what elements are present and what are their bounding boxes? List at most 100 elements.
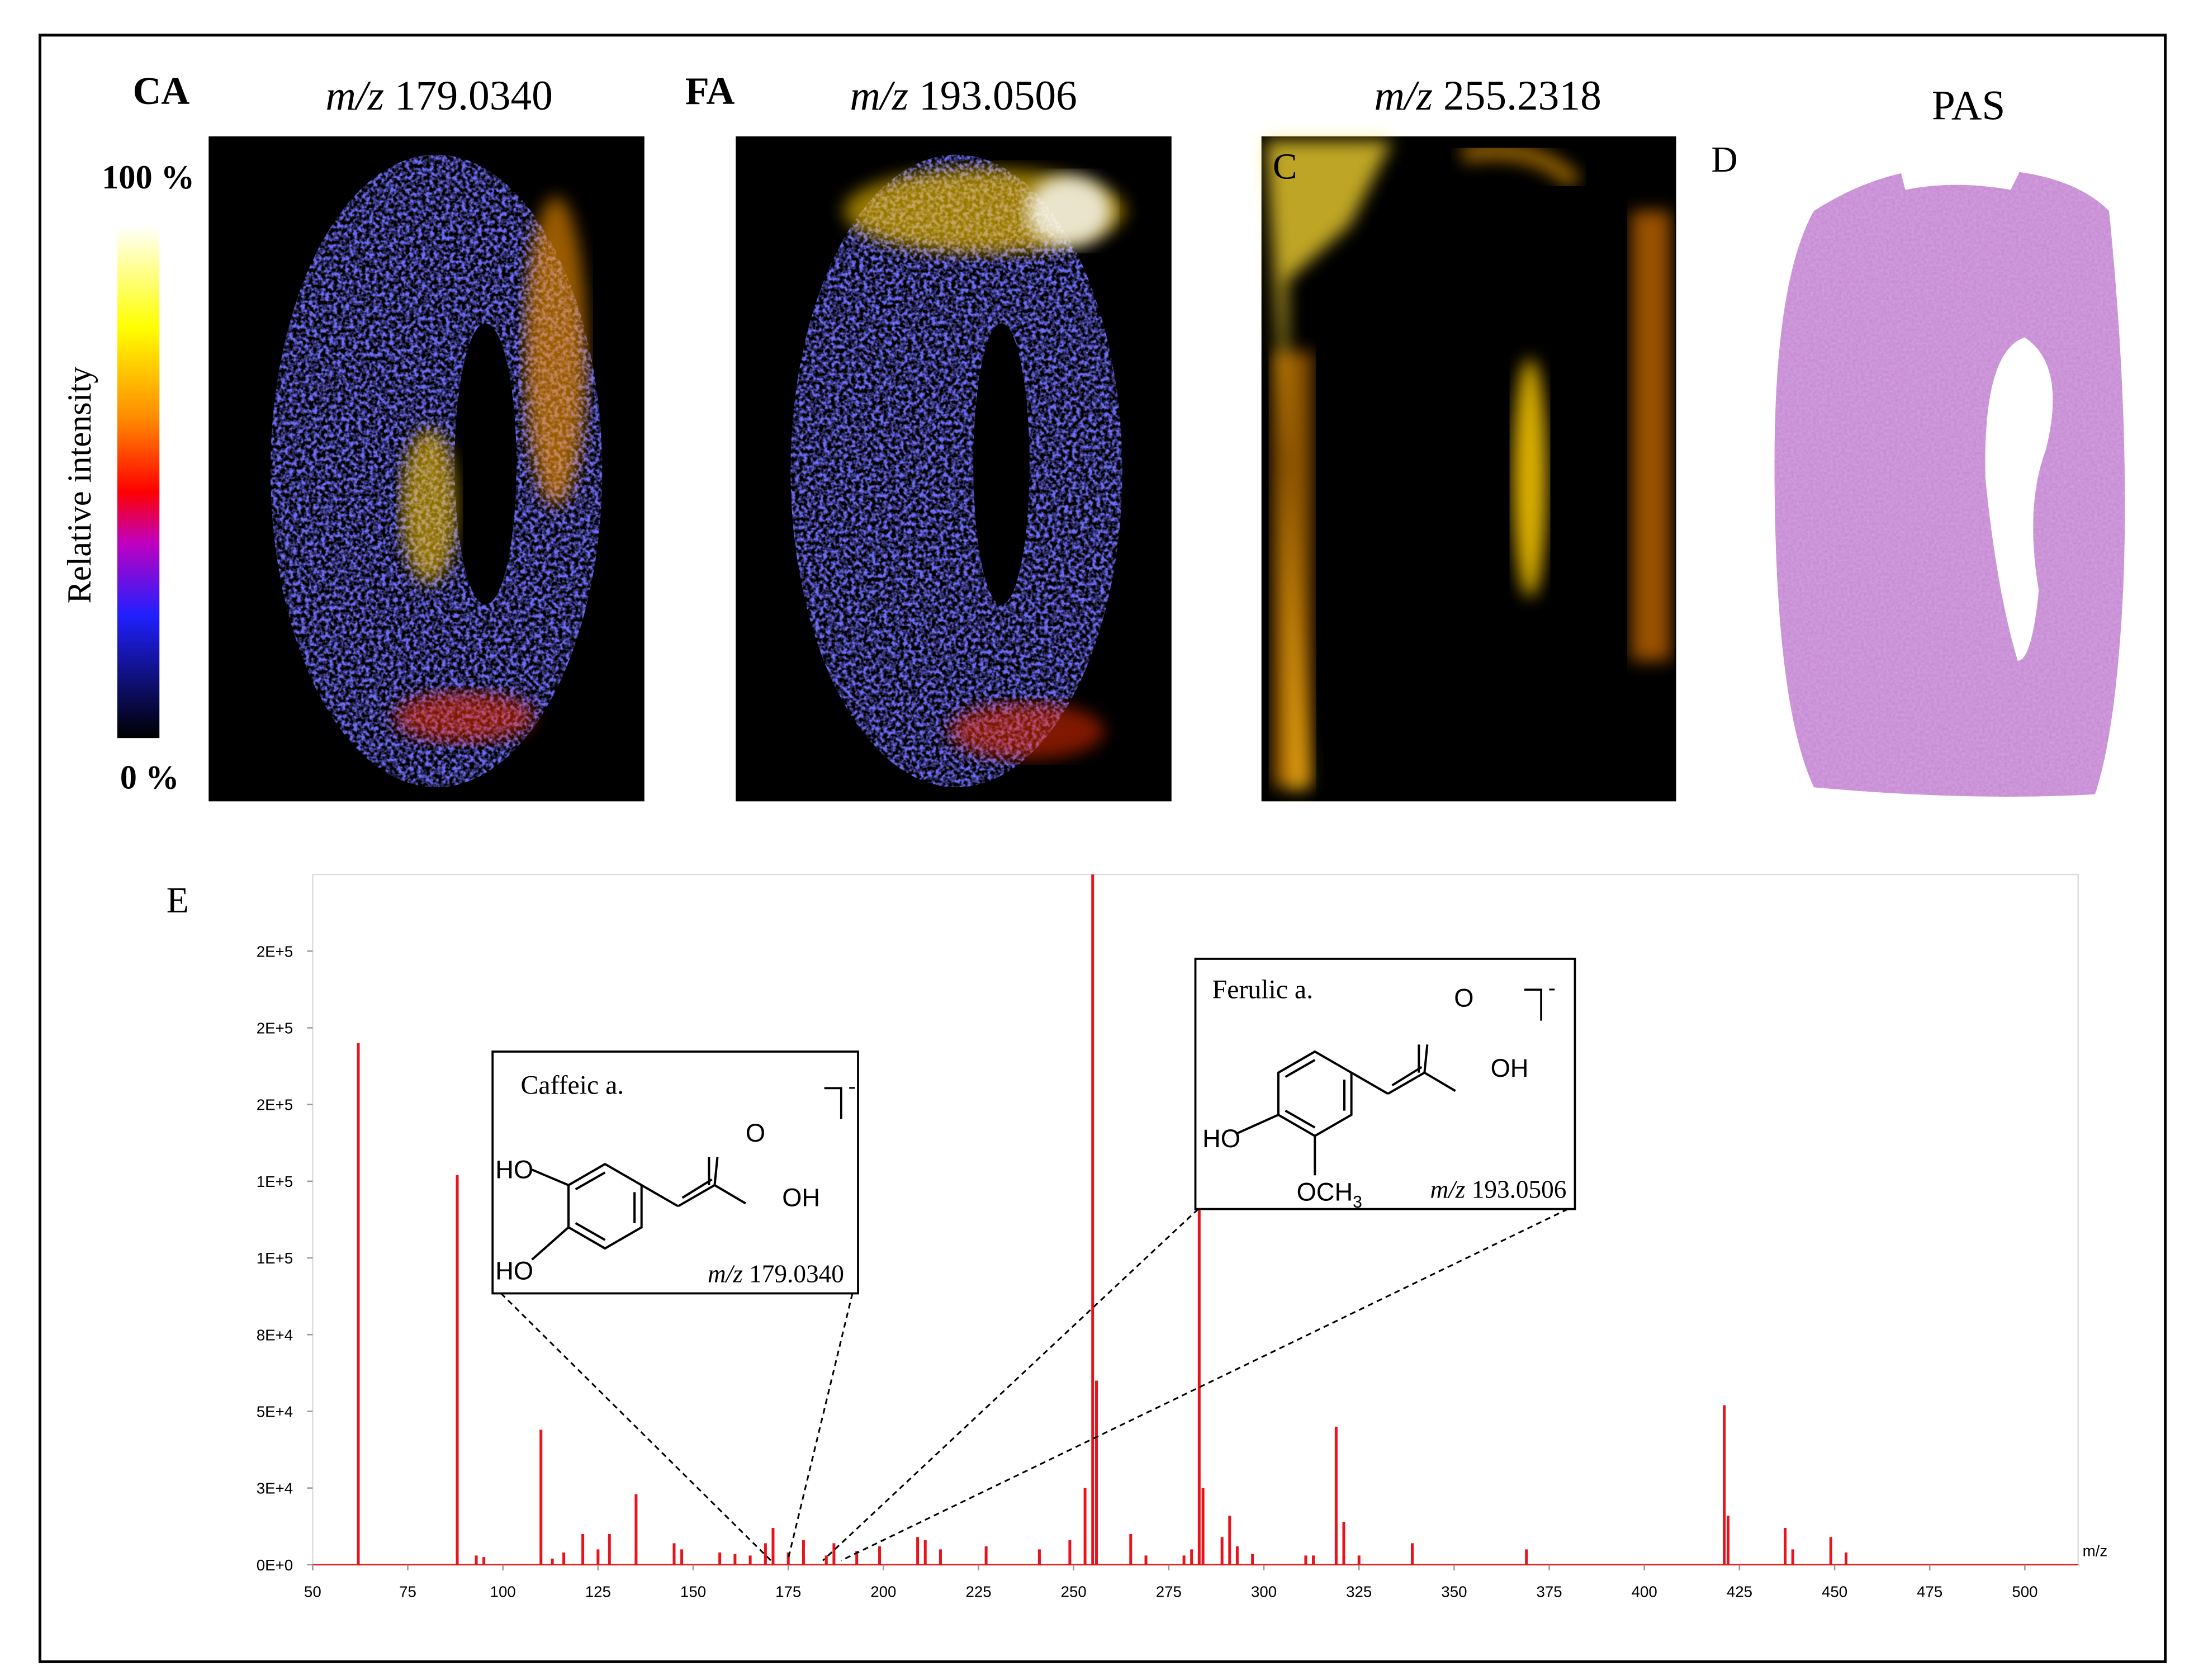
x-tick-label: 100: [490, 1583, 516, 1601]
mz-prefix: m/z: [708, 1260, 743, 1288]
msi-image-c: [1261, 136, 1676, 802]
connector: [822, 1208, 1199, 1561]
tissue: [790, 154, 1122, 788]
connector: [786, 1293, 854, 1561]
x-tick-label: 250: [1061, 1583, 1087, 1601]
group: O: [746, 1119, 765, 1147]
bond: [714, 1184, 746, 1205]
x-tick-label: 325: [1346, 1583, 1372, 1601]
bond: [1423, 1044, 1429, 1073]
y-tick-label: 2E+5: [257, 943, 293, 960]
y-tick-label: 1E+5: [257, 1173, 293, 1190]
x-tick-label: 300: [1251, 1583, 1277, 1601]
hotspot: [1513, 358, 1547, 598]
x-tick-label: 500: [2012, 1583, 2037, 1601]
y-tick-label: 5E+4: [257, 1403, 293, 1420]
colorbar: [117, 225, 160, 739]
hotspot: [1026, 176, 1111, 247]
hotspot: [1266, 140, 1435, 788]
ferulic-box: Ferulic a. O OH HO OCH3 - m/z 193.0506: [1194, 958, 1576, 1212]
charge: -: [848, 1073, 855, 1099]
y-tick-label: 3E+4: [257, 1480, 293, 1497]
figure-border: [38, 34, 2167, 1663]
y-tick-label: 2E+5: [257, 1096, 293, 1114]
msi-image-a: [208, 136, 645, 802]
double-bond: [1391, 1066, 1423, 1087]
panel-letter: B: [752, 146, 777, 187]
methoxy-text: OCH: [1297, 1178, 1353, 1206]
x-tick-label: 350: [1441, 1583, 1467, 1601]
x-tick-label: 125: [585, 1583, 611, 1601]
mz-value: 193.0506: [919, 73, 1077, 119]
panel-letter: E: [167, 881, 189, 921]
x-tick-label: 175: [775, 1583, 801, 1601]
bond: [531, 1168, 569, 1186]
bond: [713, 1157, 719, 1186]
compound-mz: m/z 179.0340: [708, 1260, 844, 1288]
mz-value: 179.0340: [395, 73, 553, 119]
hotspot: [525, 197, 587, 507]
colorbar-min: 0 %: [120, 759, 179, 797]
y-tick-label: 2E+5: [257, 1020, 293, 1037]
double-bond: [1285, 1109, 1316, 1129]
double-bond: [1285, 1059, 1316, 1078]
compound-name: Caffeic a.: [520, 1070, 624, 1100]
x-tick-label: 425: [1727, 1583, 1752, 1601]
double-bond: [575, 1171, 606, 1191]
annotation-box: [491, 1050, 859, 1295]
x-tick-label: 75: [399, 1583, 416, 1601]
x-tick-label: 475: [1917, 1583, 1942, 1601]
group: O: [1454, 983, 1473, 1012]
panel-letter: C: [1273, 146, 1297, 187]
connectors: [500, 1208, 1569, 1561]
mz-value: 255.2318: [1443, 73, 1601, 119]
mz-prefix: m/z: [325, 73, 384, 119]
mz-title: m/z 179.0340: [325, 73, 552, 119]
x-tick-label: 200: [870, 1583, 896, 1601]
connector: [841, 1208, 1569, 1561]
caffeic-box: Caffeic a. HO HO O OH - m/z 179.0340: [491, 1050, 859, 1295]
bond: [641, 1184, 679, 1208]
group: OH: [1491, 1054, 1529, 1082]
methoxy: OCH3: [1297, 1178, 1362, 1212]
bond: [677, 1184, 715, 1208]
y-tick-label: 8E+4: [257, 1326, 293, 1343]
y-tick-label: 0E+0: [257, 1556, 293, 1574]
colorbar-label: Relative intensity: [61, 367, 98, 604]
bond: [531, 1226, 570, 1261]
x-axis-label: m/z: [2083, 1542, 2108, 1560]
structure: [531, 1157, 746, 1261]
pas-title: PAS: [1932, 83, 2005, 129]
group: OH: [782, 1184, 820, 1212]
spectrum: 0E+0 3E+4 5E+4 8E+4 1E+5 1E+5 2E+5 2E+5 2E+5 50 75…: [257, 874, 2107, 1601]
texture: [1774, 168, 2125, 797]
compound-name: Ferulic a.: [1212, 974, 1313, 1004]
hotspot: [401, 428, 458, 584]
x-tick-label: 450: [1822, 1583, 1847, 1601]
pelvis: [1985, 337, 2053, 661]
group: HO: [495, 1256, 533, 1285]
mz-title: m/z 255.2318: [1374, 73, 1601, 119]
x-tick-label: 50: [304, 1583, 321, 1601]
colorbar-max: 100 %: [102, 159, 195, 196]
x-tick-label: 275: [1156, 1583, 1182, 1601]
annotation-box: [1194, 958, 1576, 1210]
bond: [1350, 1071, 1389, 1095]
hotspot: [1272, 351, 1312, 788]
bond: [1237, 1114, 1279, 1134]
msi-image-b: [736, 136, 1172, 802]
pelvis: [454, 323, 516, 605]
mz-value: 179.0340: [749, 1260, 844, 1288]
x-tick-label: 375: [1536, 1583, 1562, 1601]
y-tick-label: 1E+5: [257, 1250, 293, 1267]
charge: -: [1548, 975, 1556, 1000]
double-bond: [575, 1222, 606, 1241]
pelvis: [973, 323, 1030, 605]
fa-label: FA: [685, 69, 735, 113]
image-bg: [1261, 136, 1676, 802]
x-tick-label: 225: [965, 1583, 991, 1601]
group: HO: [495, 1155, 533, 1184]
mz-value: 193.0506: [1472, 1175, 1567, 1203]
x-tick-label: 400: [1632, 1583, 1657, 1601]
